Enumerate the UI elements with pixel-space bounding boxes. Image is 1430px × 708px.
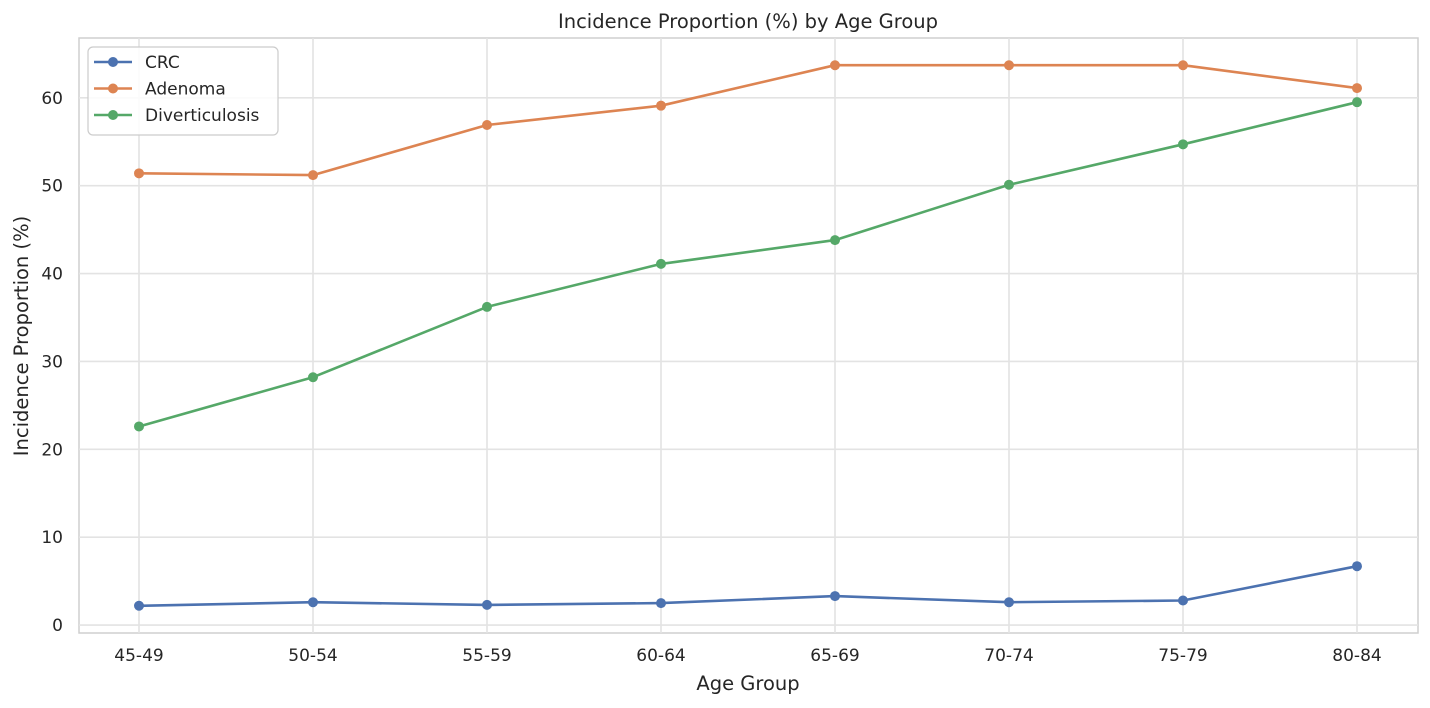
legend-item-diverticulosis: Diverticulosis — [94, 106, 260, 126]
data-point-crc — [1178, 595, 1188, 606]
data-point-diverticulosis — [482, 301, 492, 312]
data-point-crc — [830, 591, 840, 602]
x-tick-label: 55-59 — [462, 646, 511, 666]
data-point-diverticulosis — [656, 258, 666, 269]
y-tick-label: 50 — [41, 177, 63, 197]
y-tick-labels: 0 10 20 30 40 50 60 — [41, 89, 63, 636]
data-point-crc — [134, 600, 144, 611]
grid — [79, 38, 1418, 633]
y-tick-label: 30 — [41, 352, 63, 372]
data-point-crc — [308, 597, 318, 608]
data-point-diverticulosis — [1352, 97, 1362, 108]
data-point-adenoma — [656, 100, 666, 111]
y-tick-label: 0 — [52, 616, 63, 636]
data-point-adenoma — [830, 60, 840, 71]
data-point-diverticulosis — [1178, 139, 1188, 150]
chart-title: Incidence Proportion (%) by Age Group — [558, 10, 938, 33]
data-point-crc — [1004, 597, 1014, 608]
legend: CRC Adenoma Diverticulosis — [87, 46, 279, 136]
x-tick-label: 50-54 — [288, 646, 337, 666]
legend-item-crc: CRC — [94, 53, 180, 73]
series-crc — [134, 561, 1362, 611]
x-tick-label: 65-69 — [810, 646, 859, 666]
y-axis-label: Incidence Proportion (%) — [10, 216, 33, 456]
series-diverticulosis — [134, 97, 1362, 432]
data-point-adenoma — [308, 170, 318, 181]
plot-area — [78, 37, 1419, 634]
series-line-crc — [138, 564, 1358, 608]
data-point-crc — [482, 599, 492, 610]
data-point-adenoma — [1004, 60, 1014, 71]
legend-item-adenoma: Adenoma — [94, 80, 226, 100]
x-tick-label: 45-49 — [114, 646, 163, 666]
legend-label: Diverticulosis — [145, 106, 260, 126]
legend-swatch-marker — [108, 57, 118, 67]
data-point-diverticulosis — [134, 421, 144, 432]
data-point-adenoma — [1178, 60, 1188, 71]
data-point-diverticulosis — [308, 372, 318, 383]
x-tick-label: 80-84 — [1332, 646, 1381, 666]
data-point-diverticulosis — [1004, 179, 1014, 190]
data-point-adenoma — [134, 168, 144, 179]
data-point-adenoma — [482, 120, 492, 131]
x-tick-labels: 45-49 50-54 55-59 60-64 65-69 70-74 75-79 80-84 — [114, 646, 1381, 666]
data-point-adenoma — [1352, 83, 1362, 94]
y-tick-label: 60 — [41, 89, 63, 109]
x-axis-label: Age Group — [696, 672, 799, 695]
legend-box — [87, 46, 279, 136]
legend-label: CRC — [145, 53, 180, 73]
series-line-adenoma — [138, 63, 1358, 177]
x-tick-label: 75-79 — [1158, 646, 1207, 666]
series-line-diverticulosis — [138, 100, 1358, 428]
series-adenoma — [134, 60, 1362, 181]
data-point-crc — [1352, 561, 1362, 572]
legend-label: Adenoma — [145, 80, 226, 100]
data-point-crc — [656, 598, 666, 609]
legend-swatch-marker — [108, 83, 118, 94]
x-tick-label: 60-64 — [636, 646, 685, 666]
data-point-diverticulosis — [830, 235, 840, 246]
y-tick-label: 10 — [41, 528, 63, 548]
series-layer — [134, 60, 1362, 611]
x-tick-label: 70-74 — [984, 646, 1033, 666]
legend-swatch-marker — [108, 110, 118, 120]
y-tick-label: 40 — [41, 265, 63, 285]
y-tick-label: 20 — [41, 440, 63, 460]
